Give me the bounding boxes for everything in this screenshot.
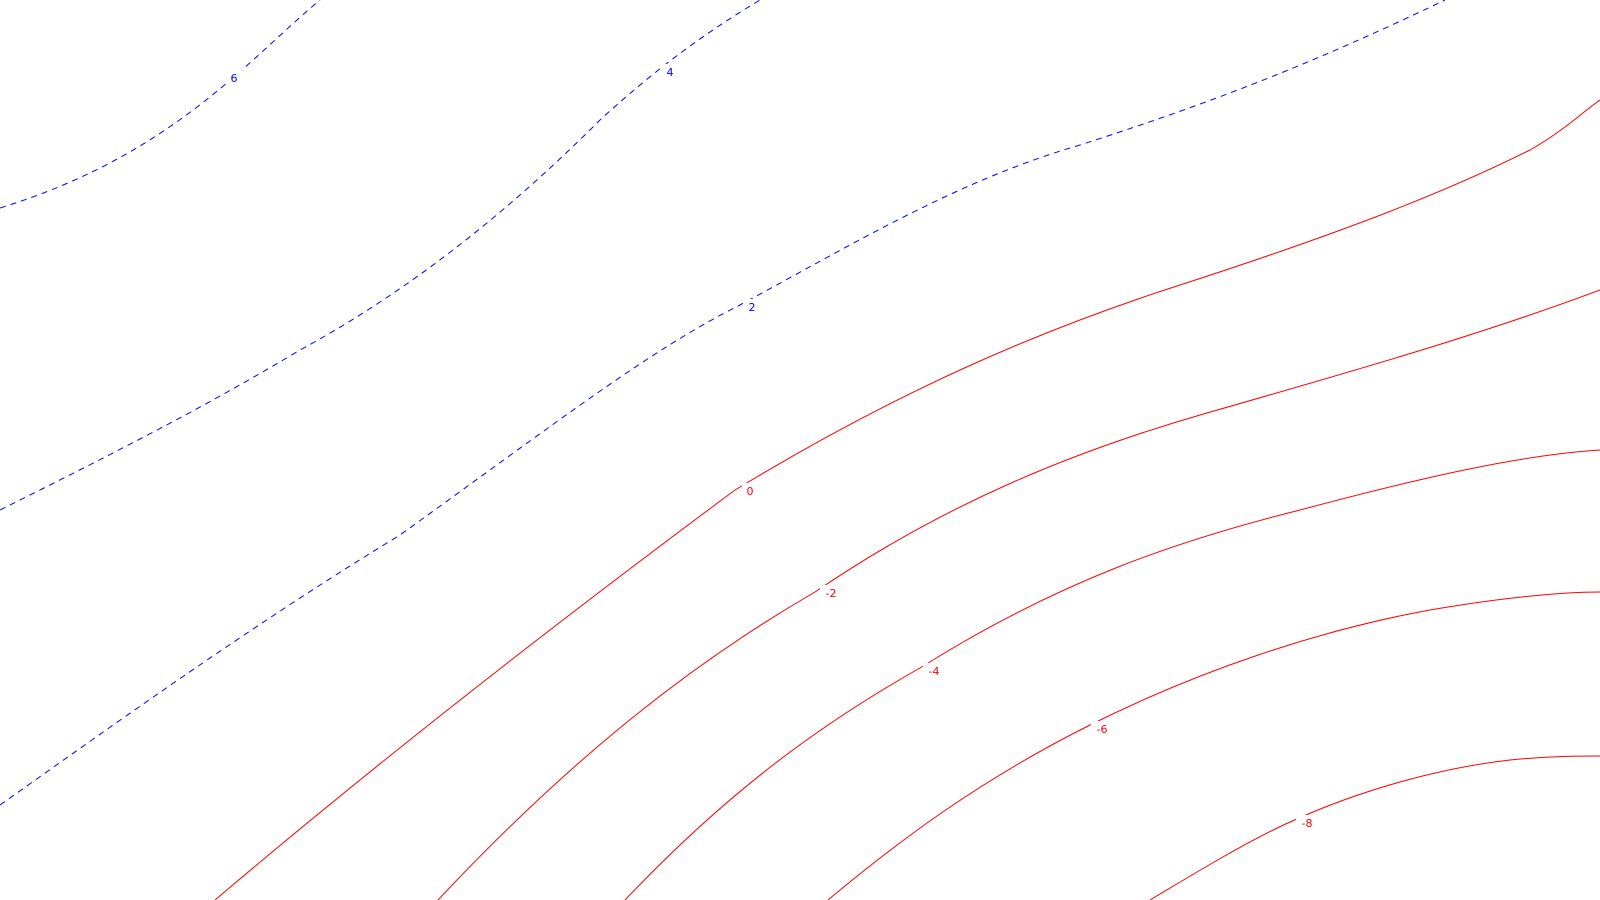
contour-line-neg2: [437, 289, 1600, 900]
contour-line-neg4: [624, 449, 1600, 900]
contour-label-neg6: -6: [1097, 723, 1108, 736]
contour-line-4: [0, 0, 761, 511]
contour-line-neg6: [827, 591, 1600, 900]
contour-line-0: [214, 99, 1600, 900]
contour-line-neg8: [1149, 755, 1600, 900]
contour-label-2: 2: [749, 301, 756, 314]
contour-label-neg4: -4: [929, 665, 940, 678]
contour-label-neg2: -2: [826, 587, 837, 600]
contour-label-neg8: -8: [1302, 817, 1313, 830]
contour-label-0: 0: [747, 485, 754, 498]
contour-label-4: 4: [667, 66, 674, 79]
contour-label-6: 6: [231, 72, 238, 85]
contour-line-6: [0, 0, 321, 209]
contour-line-2: [0, 0, 1446, 806]
